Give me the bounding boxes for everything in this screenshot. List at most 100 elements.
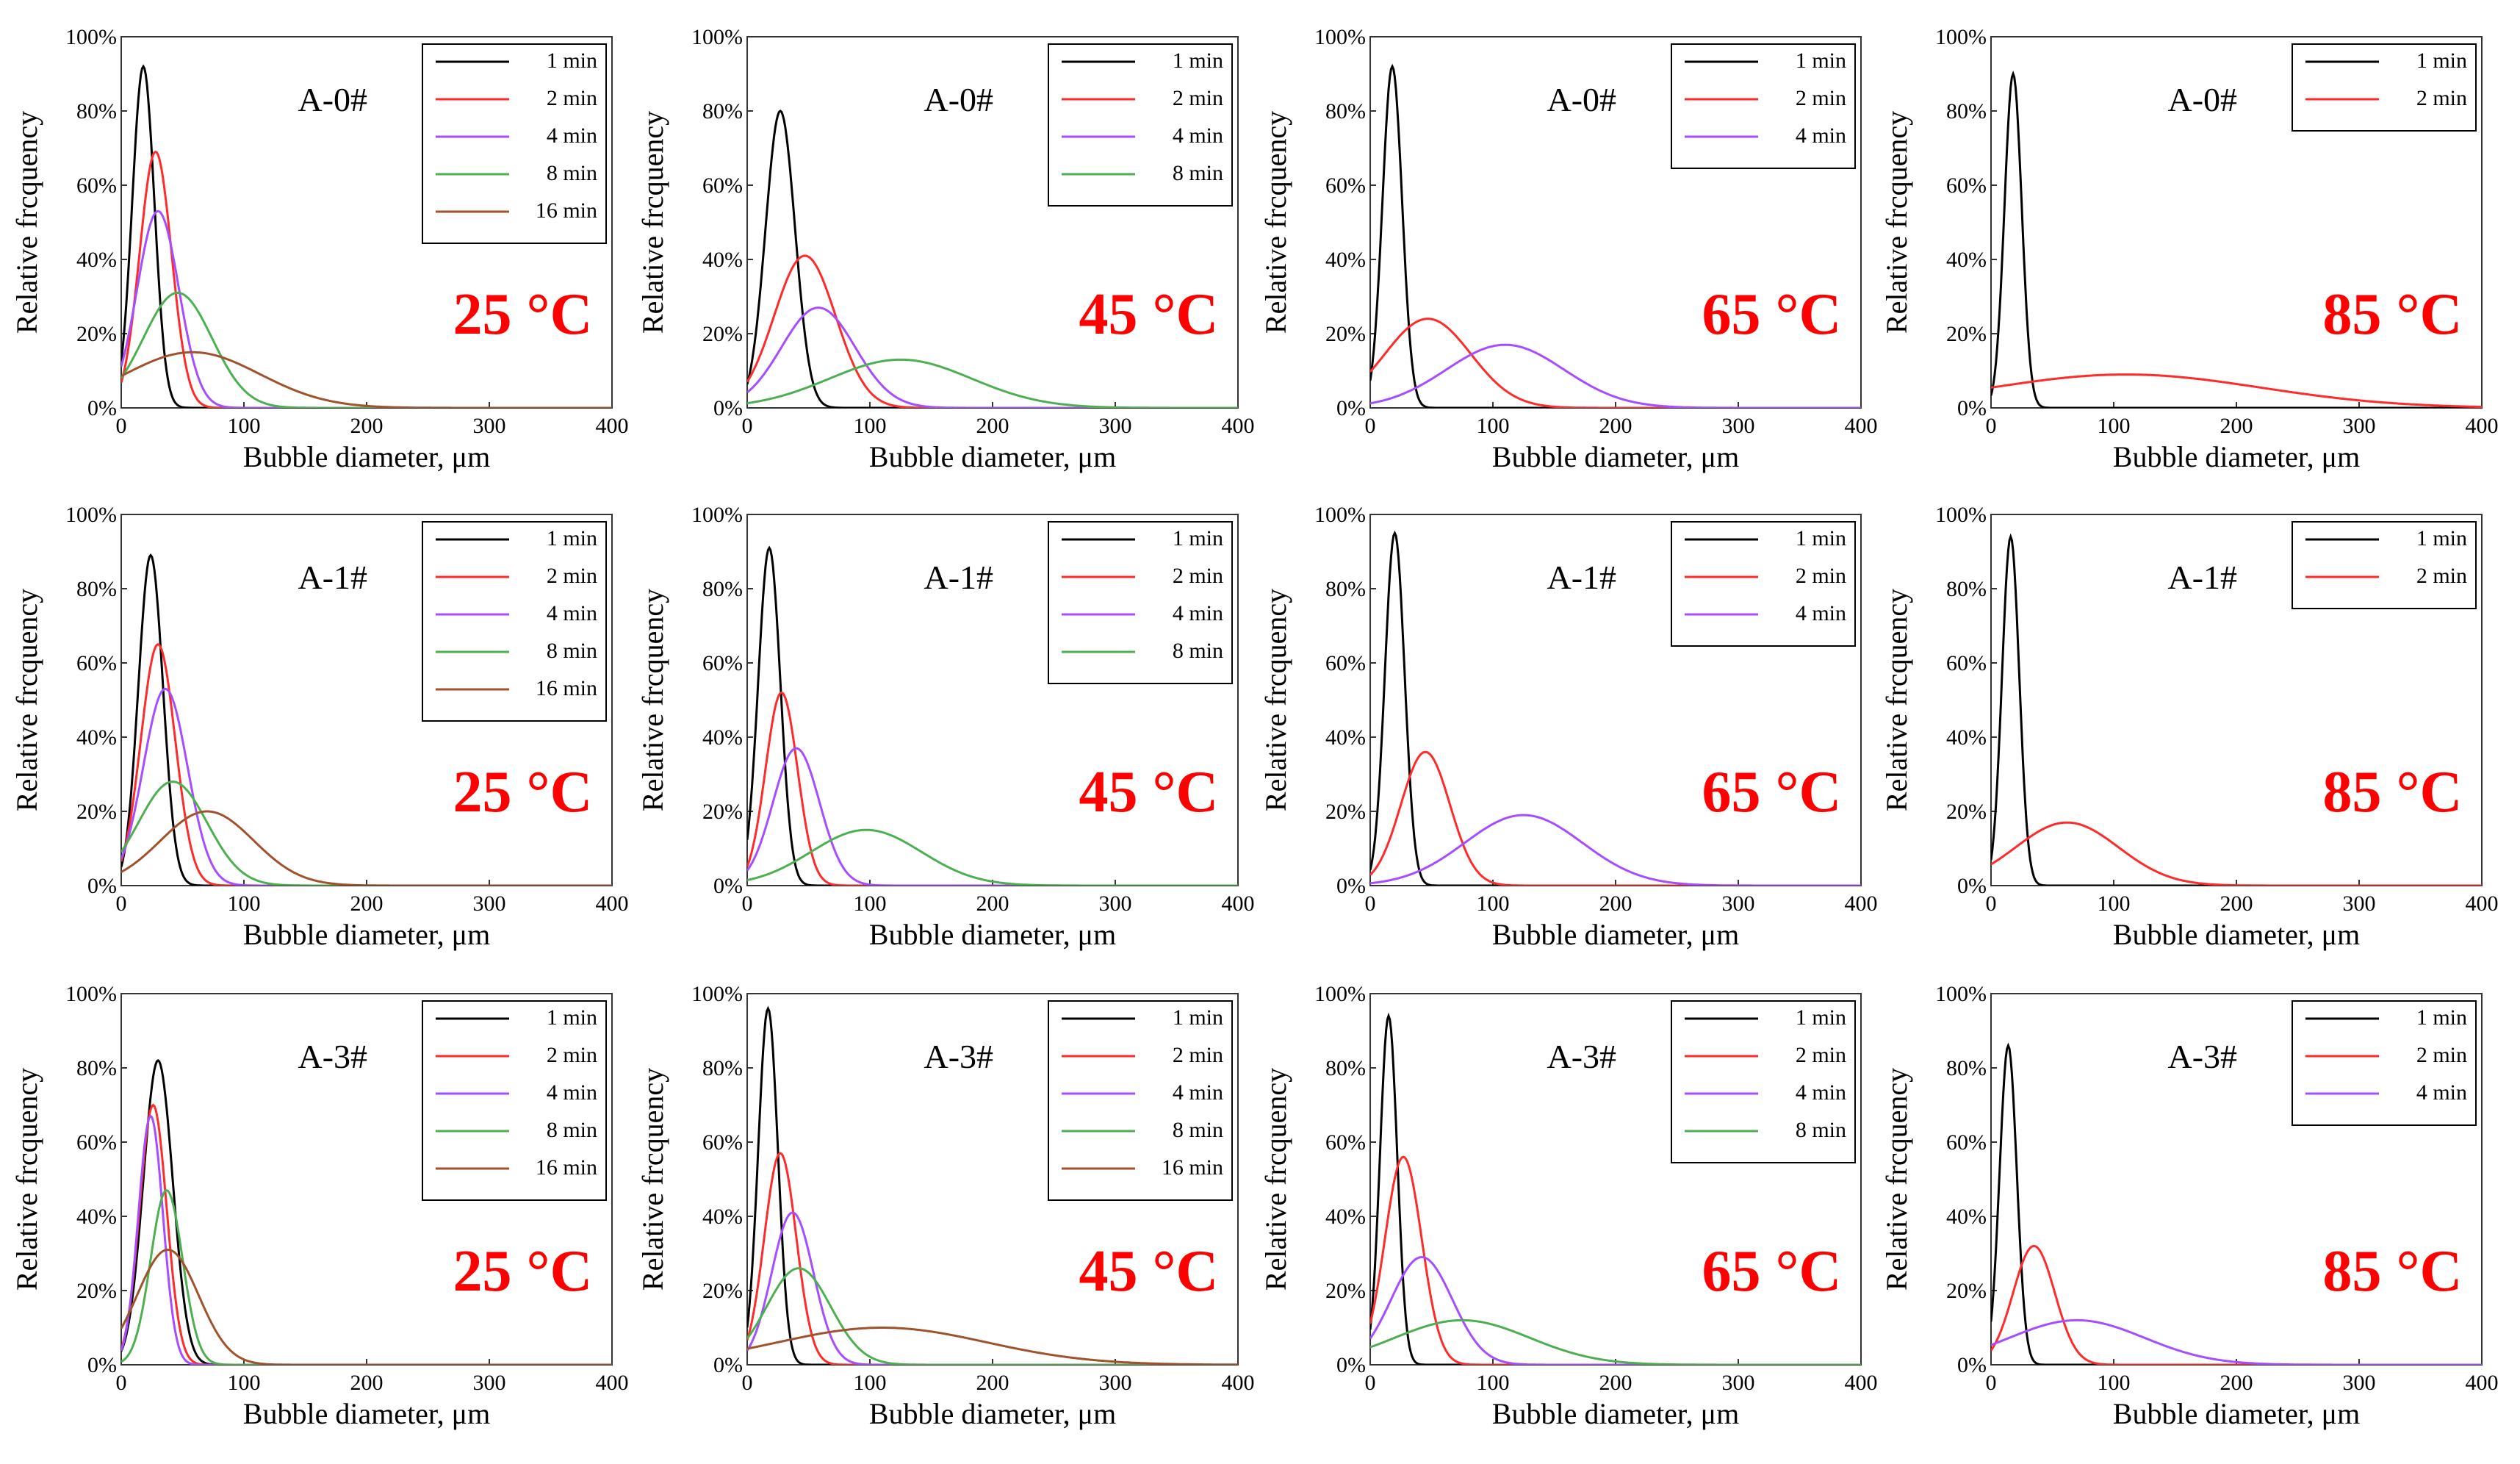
sample-label: A-3#: [1547, 1038, 1616, 1075]
series-line: [121, 150, 612, 408]
y-tick-label: 100%: [1935, 982, 1987, 1006]
sample-label: A-0#: [924, 81, 993, 118]
legend-box: [422, 1000, 607, 1201]
y-axis-label: Relative frcquency: [1259, 1068, 1292, 1291]
x-axis-label: Bubble diameter, μm: [2113, 440, 2360, 473]
legend-label: 4 min: [1173, 601, 1223, 625]
legend-label: 4 min: [547, 601, 597, 625]
y-tick-label: 20%: [1325, 1279, 1366, 1303]
y-tick-label: 0%: [1957, 1353, 1987, 1377]
legend-box: [1048, 521, 1233, 684]
x-tick-label: 0: [742, 891, 753, 916]
x-tick-label: 300: [1099, 891, 1132, 916]
series-line: [747, 828, 1238, 886]
x-tick-label: 200: [976, 1371, 1009, 1395]
legend-label: 4 min: [1173, 1080, 1223, 1105]
x-tick-label: 100: [854, 1371, 887, 1395]
y-tick-label: 100%: [1314, 503, 1366, 527]
y-tick-label: 60%: [1325, 651, 1366, 675]
legend-label: 2 min: [547, 564, 597, 588]
x-tick-label: 400: [1845, 414, 1878, 438]
x-tick-label: 300: [1722, 414, 1755, 438]
x-tick-label: 0: [116, 414, 127, 438]
legend-label: 8 min: [1173, 639, 1223, 663]
sample-label: A-3#: [924, 1038, 993, 1075]
y-tick-label: 0%: [87, 874, 117, 898]
y-tick-label: 80%: [1946, 99, 1987, 123]
y-tick-label: 0%: [87, 396, 117, 420]
chart-panel: 0 100 200 300 400 0% 20% 40% 60% 80% 100% Bubble di…: [1880, 503, 2499, 951]
series-line: [1991, 821, 2482, 886]
series-line: [1370, 1155, 1861, 1365]
y-axis-label: Relative frcquency: [1259, 589, 1292, 811]
temperature-label: 65 °C: [1702, 282, 1842, 347]
legend-label: 1 min: [1796, 49, 1846, 73]
y-tick-label: 60%: [702, 651, 743, 675]
x-tick-label: 400: [596, 414, 629, 438]
series-line: [747, 1267, 1238, 1365]
x-axis-label: Bubble diameter, μm: [1492, 440, 1739, 473]
temperature-label: 45 °C: [1079, 760, 1219, 825]
series-line: [747, 306, 1238, 408]
y-tick-label: 60%: [1325, 1130, 1366, 1155]
x-tick-label: 300: [1099, 1371, 1132, 1395]
legend-label: 2 min: [1796, 564, 1846, 588]
legend-label: 2 min: [2416, 564, 2467, 588]
y-tick-label: 100%: [691, 503, 743, 527]
legend-label: 1 min: [547, 526, 597, 550]
sample-label: A-0#: [1547, 81, 1616, 118]
legend-box: [1671, 43, 1856, 169]
legend-label: 2 min: [1173, 564, 1223, 588]
legend-label: 8 min: [547, 639, 597, 663]
temperature-label: 25 °C: [453, 1239, 593, 1304]
y-tick-label: 40%: [1325, 1205, 1366, 1229]
legend-label: 1 min: [547, 1005, 597, 1030]
x-tick-label: 200: [1599, 1371, 1632, 1395]
y-axis-label: Relative frcquency: [10, 589, 43, 811]
y-tick-label: 0%: [713, 874, 743, 898]
temperature-label: 85 °C: [2323, 760, 2463, 825]
y-tick-label: 80%: [1946, 577, 1987, 601]
y-tick-label: 40%: [76, 1205, 117, 1229]
y-tick-label: 100%: [65, 982, 117, 1006]
y-axis-label: Relative frcquency: [1259, 111, 1292, 334]
chart-panel: 0 100 200 300 400 0% 20% 40% 60% 80% 100% Bubble di…: [10, 503, 629, 951]
series-line: [121, 291, 612, 408]
legend-label: 4 min: [1796, 123, 1846, 148]
y-tick-label: 100%: [1935, 25, 1987, 49]
legend-label: 2 min: [1173, 1043, 1223, 1067]
series-line: [1991, 1318, 2482, 1365]
x-tick-label: 200: [2220, 414, 2253, 438]
y-tick-label: 20%: [1946, 1279, 1987, 1303]
legend-label: 2 min: [1173, 86, 1223, 110]
x-tick-label: 200: [976, 891, 1009, 916]
temperature-label: 45 °C: [1079, 282, 1219, 347]
x-tick-label: 300: [1722, 1371, 1755, 1395]
x-tick-label: 400: [2466, 1371, 2499, 1395]
y-tick-label: 40%: [1946, 725, 1987, 750]
y-tick-label: 20%: [1946, 800, 1987, 824]
temperature-label: 65 °C: [1702, 1239, 1842, 1304]
x-axis-label: Bubble diameter, μm: [2113, 1397, 2360, 1430]
x-tick-label: 100: [228, 414, 261, 438]
series-line: [747, 110, 1238, 408]
y-tick-label: 80%: [702, 577, 743, 601]
chart-panel: 0 100 200 300 400 0% 20% 40% 60% 80% 100% Bubble di…: [1259, 982, 1878, 1430]
y-axis-label: Relative frcquency: [636, 1068, 669, 1291]
series-line: [747, 1327, 1238, 1365]
temperature-label: 85 °C: [2323, 1239, 2463, 1304]
y-tick-label: 40%: [702, 1205, 743, 1229]
y-tick-label: 40%: [702, 725, 743, 750]
legend-label: 1 min: [2416, 49, 2467, 73]
x-axis-label: Bubble diameter, μm: [1492, 1397, 1739, 1430]
y-tick-label: 100%: [1935, 503, 1987, 527]
series-line: [121, 209, 612, 408]
y-tick-label: 80%: [76, 1056, 117, 1080]
y-tick-label: 40%: [76, 248, 117, 272]
chart-panel: 0 100 200 300 400 0% 20% 40% 60% 80% 100% Bubble di…: [1259, 503, 1878, 951]
y-axis-label: Relative frcquency: [636, 111, 669, 334]
y-tick-label: 60%: [1325, 173, 1366, 198]
series-line: [1370, 814, 1861, 886]
x-tick-label: 200: [1599, 891, 1632, 916]
x-tick-label: 100: [1477, 891, 1510, 916]
